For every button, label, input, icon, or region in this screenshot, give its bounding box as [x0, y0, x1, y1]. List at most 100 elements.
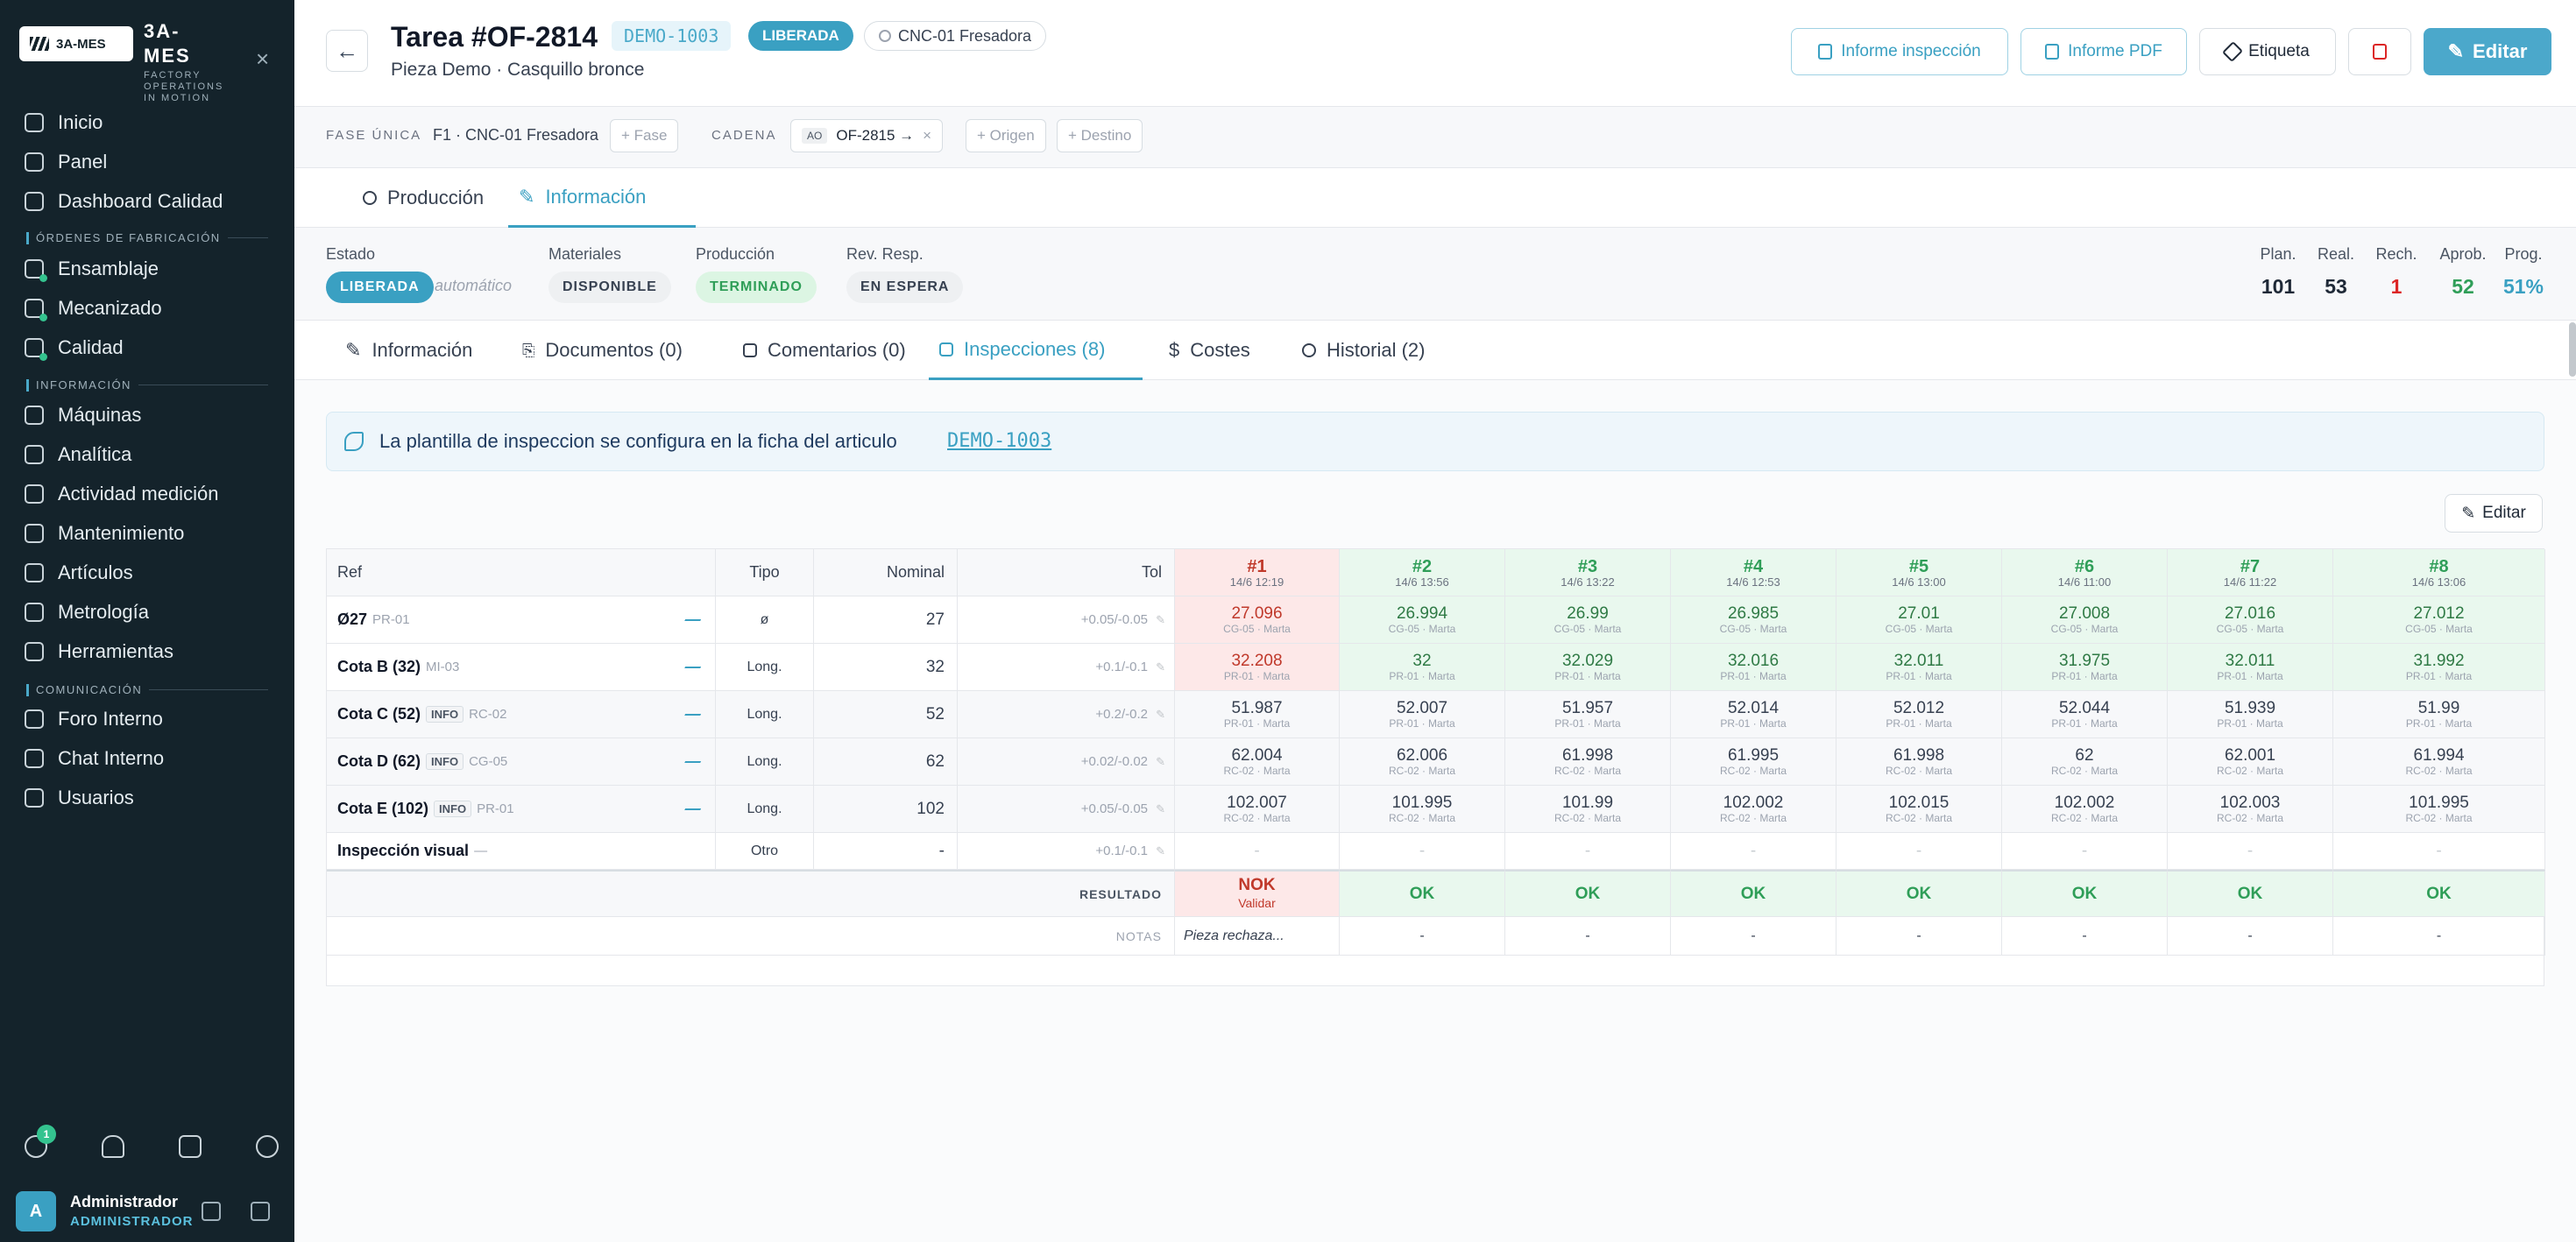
result-cell[interactable]: OK [2002, 870, 2168, 917]
result-cell[interactable]: OK [1836, 870, 2002, 917]
trend-icon[interactable] [684, 800, 705, 810]
volume-icon[interactable] [179, 1135, 202, 1158]
result-cell[interactable]: OK [1671, 870, 1836, 917]
result-cell[interactable]: NOK Validar [1175, 870, 1340, 917]
measure-cell[interactable]: 52.014 PR-01 · Marta [1671, 691, 1836, 738]
measure-cell[interactable]: 26.99 CG-05 · Marta [1505, 596, 1671, 644]
edit-inspection-button[interactable]: ✎ Editar [2445, 494, 2543, 533]
app-logo[interactable]: 3A-MES [19, 26, 133, 61]
measure-cell[interactable]: 51.939 PR-01 · Marta [2168, 691, 2333, 738]
sidebar-item-art-culos[interactable]: Artículos [25, 557, 133, 589]
chain-remove-icon[interactable]: × [923, 127, 932, 144]
sidebar-item-chat-interno[interactable]: Chat Interno [25, 743, 164, 774]
sidebar-item-inicio[interactable]: Inicio [25, 107, 103, 138]
measure-cell[interactable]: 26.985 CG-05 · Marta [1671, 596, 1836, 644]
sidebar-item-metrolog-a[interactable]: Metrología [25, 596, 149, 628]
scrollbar[interactable] [2569, 322, 2576, 377]
result-cell[interactable]: OK [2168, 870, 2333, 917]
sidebar-item-mecanizado[interactable]: Mecanizado [25, 293, 162, 324]
user-profile[interactable]: A Administrador ADMINISTRADOR [16, 1191, 279, 1231]
pdf-report-button[interactable]: Informe PDF [2020, 28, 2187, 75]
measure-cell[interactable]: 31.992 PR-01 · Marta [2333, 644, 2545, 691]
result-cell[interactable]: OK [2333, 870, 2545, 917]
measure-cell[interactable]: 27.008 CG-05 · Marta [2002, 596, 2168, 644]
measure-cell[interactable]: 61.994 RC-02 · Marta [2333, 738, 2545, 786]
sample-header[interactable]: #7 14/6 11:22 [2168, 549, 2333, 596]
article-code-badge[interactable]: DEMO-1003 [612, 21, 732, 51]
add-destination-button[interactable]: + Destino [1057, 119, 1143, 152]
tab-costes[interactable]: $ Costes [1158, 321, 1261, 380]
measure-cell[interactable]: - [1671, 833, 1836, 870]
add-origin-button[interactable]: + Origen [966, 119, 1046, 152]
trend-icon[interactable] [684, 705, 705, 716]
validate-link[interactable]: Validar [1238, 895, 1276, 910]
measure-cell[interactable]: 52.007 PR-01 · Marta [1340, 691, 1505, 738]
tab-documentos[interactable]: ⎘ Documentos (0) [512, 321, 693, 380]
tab-inspecciones[interactable]: Inspecciones (8) [929, 321, 1143, 380]
chain-item[interactable]: AO OF-2815 → × [790, 119, 944, 152]
cell-tol[interactable]: +0.05/-0.05 ✎ [958, 596, 1175, 644]
result-cell[interactable]: OK [1505, 870, 1671, 917]
note-cell[interactable]: - [2333, 917, 2545, 956]
measure-cell[interactable]: 102.015 RC-02 · Marta [1836, 786, 2002, 833]
measure-cell[interactable]: - [2002, 833, 2168, 870]
measure-cell[interactable]: 32.016 PR-01 · Marta [1671, 644, 1836, 691]
measure-cell[interactable]: 102.002 RC-02 · Marta [1671, 786, 1836, 833]
measure-cell[interactable]: 61.998 RC-02 · Marta [1836, 738, 2002, 786]
measure-cell[interactable]: 51.99 PR-01 · Marta [2333, 691, 2545, 738]
measure-cell[interactable]: - [2168, 833, 2333, 870]
sidebar-item-anal-tica[interactable]: Analítica [25, 439, 131, 470]
users-online-icon[interactable]: 1 [25, 1125, 56, 1158]
measure-cell[interactable]: 32 PR-01 · Marta [1340, 644, 1505, 691]
machine-badge[interactable]: CNC-01 Fresadora [864, 21, 1047, 51]
sample-header[interactable]: #6 14/6 11:00 [2002, 549, 2168, 596]
measure-cell[interactable]: 101.99 RC-02 · Marta [1505, 786, 1671, 833]
measure-cell[interactable]: 52.044 PR-01 · Marta [2002, 691, 2168, 738]
cell-tol[interactable]: +0.05/-0.05 ✎ [958, 786, 1175, 833]
measure-cell[interactable]: 32.011 PR-01 · Marta [1836, 644, 2002, 691]
measure-cell[interactable]: 62.001 RC-02 · Marta [2168, 738, 2333, 786]
sidebar-item-foro-interno[interactable]: Foro Interno [25, 703, 163, 735]
cell-tol[interactable]: +0.1/-0.1 ✎ [958, 644, 1175, 691]
measure-cell[interactable]: 61.995 RC-02 · Marta [1671, 738, 1836, 786]
tab-produccion[interactable]: Producción [352, 168, 494, 228]
measure-cell[interactable]: 32.011 PR-01 · Marta [2168, 644, 2333, 691]
sidebar-item-dashboard-calidad[interactable]: Dashboard Calidad [25, 186, 223, 217]
note-cell[interactable]: - [1836, 917, 2002, 956]
measure-cell[interactable]: 61.998 RC-02 · Marta [1505, 738, 1671, 786]
measure-cell[interactable]: 102.003 RC-02 · Marta [2168, 786, 2333, 833]
sidebar-item-calidad[interactable]: Calidad [25, 332, 124, 363]
trend-icon[interactable] [684, 658, 705, 668]
measure-cell[interactable]: 101.995 RC-02 · Marta [1340, 786, 1505, 833]
measure-cell[interactable]: 32.029 PR-01 · Marta [1505, 644, 1671, 691]
sidebar-item-actividad-medici-n[interactable]: Actividad medición [25, 478, 218, 510]
measure-cell[interactable]: - [1340, 833, 1505, 870]
measure-cell[interactable]: - [1505, 833, 1671, 870]
measure-cell[interactable]: 62.004 RC-02 · Marta [1175, 738, 1340, 786]
measure-cell[interactable]: - [1836, 833, 2002, 870]
tab-historial[interactable]: Historial (2) [1292, 321, 1435, 380]
sidebar-item-mantenimiento[interactable]: Mantenimiento [25, 518, 184, 549]
add-phase-button[interactable]: + Fase [610, 119, 679, 152]
result-cell[interactable]: OK [1340, 870, 1505, 917]
note-cell[interactable]: - [2002, 917, 2168, 956]
measure-cell[interactable]: 31.975 PR-01 · Marta [2002, 644, 2168, 691]
sample-header[interactable]: #2 14/6 13:56 [1340, 549, 1505, 596]
measure-cell[interactable]: 26.994 CG-05 · Marta [1340, 596, 1505, 644]
bell-icon[interactable] [102, 1135, 124, 1158]
measure-cell[interactable]: 52.012 PR-01 · Marta [1836, 691, 2002, 738]
sample-header[interactable]: #1 14/6 12:19 [1175, 549, 1340, 596]
note-cell[interactable]: - [1340, 917, 1505, 956]
measure-cell[interactable]: 32.208 PR-01 · Marta [1175, 644, 1340, 691]
measure-cell[interactable]: 51.957 PR-01 · Marta [1505, 691, 1671, 738]
cell-tol[interactable]: +0.2/-0.2 ✎ [958, 691, 1175, 738]
close-sidebar-icon[interactable]: × [256, 46, 270, 72]
sidebar-item-ensamblaje[interactable]: Ensamblaje [25, 253, 159, 285]
sample-header[interactable]: #4 14/6 12:53 [1671, 549, 1836, 596]
sidebar-item-herramientas[interactable]: Herramientas [25, 636, 173, 667]
back-button[interactable]: ← [326, 30, 368, 72]
measure-cell[interactable]: 62.006 RC-02 · Marta [1340, 738, 1505, 786]
measure-cell[interactable]: 27.01 CG-05 · Marta [1836, 596, 2002, 644]
note-cell[interactable]: - [1671, 917, 1836, 956]
moon-icon[interactable] [256, 1135, 279, 1158]
